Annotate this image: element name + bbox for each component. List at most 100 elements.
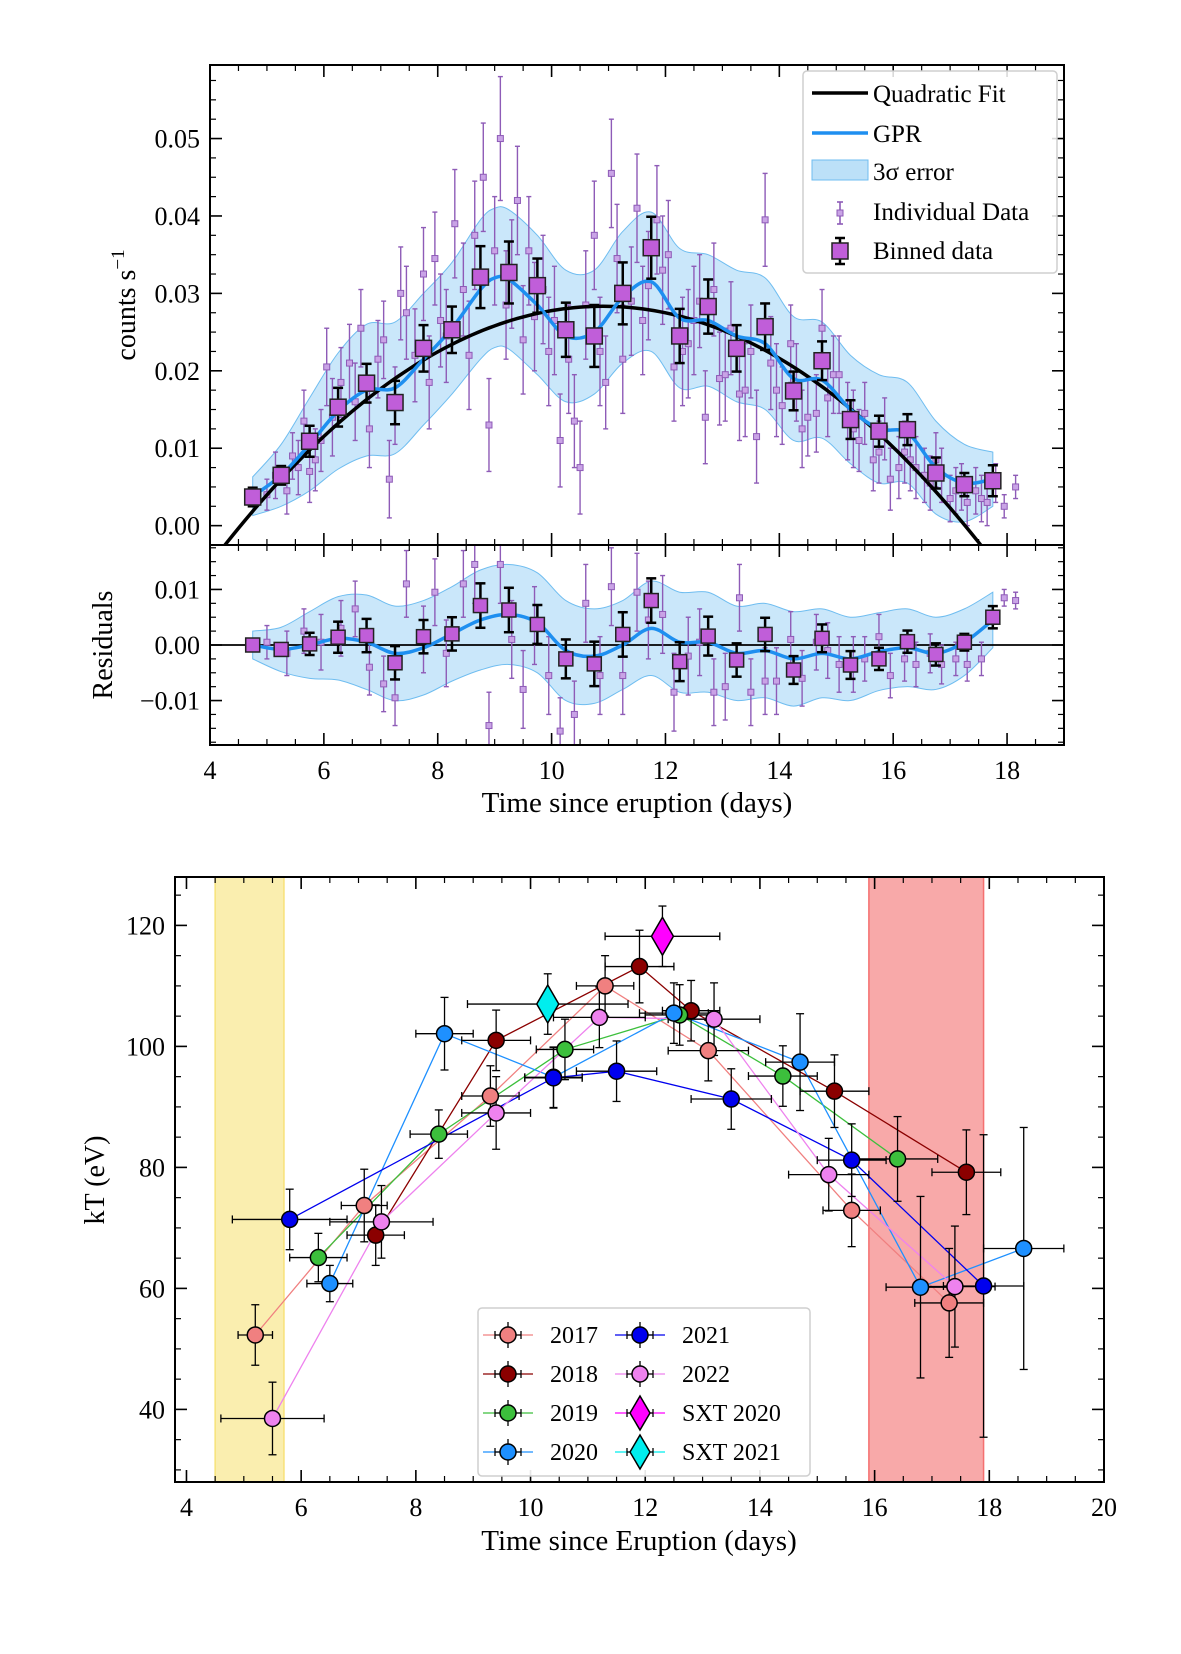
individual-point <box>337 378 345 386</box>
residual-binned-point <box>558 651 574 667</box>
residual-individual-point <box>365 663 373 671</box>
y-tick-label: 0.01 <box>155 575 201 604</box>
residual-individual-point <box>570 710 578 718</box>
individual-point <box>519 336 527 344</box>
residual-individual-point <box>508 635 516 643</box>
marker-2020 <box>665 1004 683 1022</box>
legend-individual-data-swatch <box>836 201 844 225</box>
y-tick-label: 0.03 <box>155 279 201 308</box>
residual-binned-point <box>501 602 517 618</box>
legend-marker-2021 <box>631 1326 649 1344</box>
residual-individual-point <box>710 688 718 696</box>
series-line-2018 <box>375 965 967 1236</box>
individual-point <box>596 347 604 355</box>
x-tick-label: 12 <box>632 1493 658 1522</box>
marker-2017 <box>355 1196 373 1215</box>
binned-point <box>699 297 717 316</box>
series-line-2019 <box>317 1014 898 1258</box>
individual-point <box>812 409 820 417</box>
y-tick-label: 0.01 <box>155 434 201 463</box>
binned-point <box>642 238 660 257</box>
top-ylabel: counts s−1 <box>108 249 142 360</box>
individual-point <box>753 433 761 441</box>
binned-point <box>927 464 945 482</box>
legend-2021-label: 2021 <box>682 1323 730 1349</box>
binned-point <box>243 488 262 506</box>
residual-individual-point <box>545 672 553 680</box>
marker-2022 <box>263 1409 282 1428</box>
individual-point <box>300 417 308 425</box>
bottom-xlabel: Time since Eruption (days) <box>481 1525 796 1557</box>
residual-binned-point <box>472 597 489 614</box>
individual-point <box>778 402 786 410</box>
residual-binned-point <box>757 626 773 643</box>
binned-point <box>870 422 888 440</box>
binned-point <box>528 276 547 295</box>
residual-binned-point <box>529 616 546 633</box>
y-tick-label: 0.05 <box>155 125 201 154</box>
marker-sxt-2020 <box>650 915 675 957</box>
x-tick-label: 20 <box>1091 1493 1117 1522</box>
marker-2020 <box>435 1024 454 1043</box>
res-xlabel: Time since eruption (days) <box>482 787 793 819</box>
binned-point <box>386 393 404 412</box>
x-tick-label: 6 <box>295 1493 308 1522</box>
residual-individual-point <box>556 727 564 735</box>
individual-point <box>895 464 903 472</box>
residual-individual-point <box>886 672 894 680</box>
binned-point <box>357 374 376 392</box>
individual-point <box>875 448 883 456</box>
residual-individual-point <box>619 672 627 680</box>
individual-point <box>716 375 724 383</box>
residual-individual-point <box>431 588 439 596</box>
bottom-ylabel: kT (eV) <box>80 1136 111 1225</box>
legend-marker-sxt-2020 <box>629 1394 651 1432</box>
top-legend-frame <box>802 70 1058 274</box>
x-tick-label: 6 <box>317 756 330 785</box>
marker-2019 <box>774 1067 792 1085</box>
y-tick-label: 120 <box>126 911 165 940</box>
marker-2022 <box>487 1104 505 1122</box>
individual-point <box>602 378 610 386</box>
y-tick-label: 0.04 <box>155 202 201 231</box>
individual-point <box>861 409 869 417</box>
residual-individual-point <box>391 694 399 702</box>
marker-2021 <box>722 1090 741 1108</box>
individual-point <box>963 498 971 506</box>
residual-individual-point <box>747 688 755 696</box>
legend-marker-2019 <box>499 1404 517 1422</box>
residual-individual-point <box>300 627 308 635</box>
residual-individual-point <box>912 660 920 668</box>
residual-individual-point <box>772 677 780 685</box>
marker-2020 <box>911 1278 930 1296</box>
individual-point <box>306 467 314 475</box>
top-axis-ticks: 0.00 0.01 0.02 0.03 0.04 0.05 <box>155 65 1065 546</box>
individual-point <box>855 436 863 444</box>
individual-point <box>496 135 504 143</box>
residual-individual-point <box>875 633 883 641</box>
res-ylabel: Residuals <box>88 591 119 700</box>
individual-point <box>471 231 479 239</box>
individual-point <box>345 359 353 367</box>
binned-point <box>784 382 803 400</box>
legend-marker-sxt-2021 <box>629 1433 651 1471</box>
marker-2020 <box>1014 1239 1033 1258</box>
x-tick-label: 18 <box>994 756 1020 785</box>
residual-binned-point <box>273 641 289 658</box>
binned-point <box>727 339 746 358</box>
individual-point <box>747 347 755 355</box>
residual-individual-point <box>380 680 388 688</box>
marker-2017 <box>596 977 614 995</box>
marker-sxt-2021 <box>535 983 560 1025</box>
y-tick-label: −0.01 <box>140 687 200 716</box>
x-tick-label: 10 <box>518 1493 544 1522</box>
legend-2018-label: 2018 <box>550 1362 598 1388</box>
x-tick-label: 14 <box>747 1493 773 1522</box>
residual-binned-point <box>615 626 631 643</box>
residual-individual-point <box>519 685 527 693</box>
x-tick-label: 8 <box>431 756 444 785</box>
individual-point <box>644 282 652 290</box>
residual-binned-point <box>871 651 887 667</box>
bottom-panel: 4 6 8 10 12 14 16 18 20 40 60 80 100 120 kT (eV) Time… <box>80 876 1117 1557</box>
residual-binned-point <box>387 655 403 671</box>
